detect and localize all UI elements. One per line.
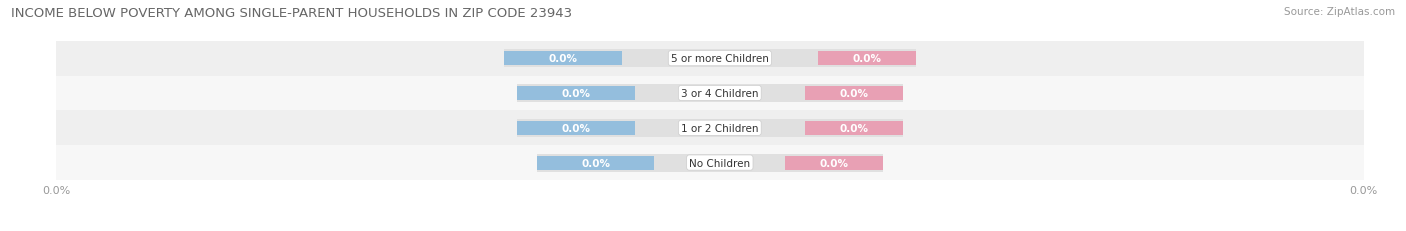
Bar: [56, 76, 1364, 111]
Bar: [517, 85, 903, 103]
Legend: Single Father, Single Mother: Single Father, Single Mother: [607, 228, 813, 231]
Bar: [505, 50, 915, 68]
Text: INCOME BELOW POVERTY AMONG SINGLE-PARENT HOUSEHOLDS IN ZIP CODE 23943: INCOME BELOW POVERTY AMONG SINGLE-PARENT…: [11, 7, 572, 20]
Bar: [537, 154, 883, 172]
Bar: [804, 87, 903, 100]
Text: 5 or more Children: 5 or more Children: [671, 54, 769, 64]
Text: 0.0%: 0.0%: [820, 158, 849, 168]
Text: 1 or 2 Children: 1 or 2 Children: [681, 123, 759, 133]
Bar: [537, 156, 654, 170]
Text: No Children: No Children: [689, 158, 751, 168]
Bar: [785, 156, 883, 170]
Bar: [56, 146, 1364, 180]
Bar: [56, 111, 1364, 146]
Bar: [517, 119, 903, 137]
Text: Source: ZipAtlas.com: Source: ZipAtlas.com: [1284, 7, 1395, 17]
Bar: [56, 42, 1364, 76]
Text: 0.0%: 0.0%: [852, 54, 882, 64]
Text: 0.0%: 0.0%: [561, 88, 591, 99]
Text: 0.0%: 0.0%: [839, 88, 869, 99]
Bar: [517, 87, 636, 100]
Bar: [517, 121, 636, 135]
Text: 0.0%: 0.0%: [561, 123, 591, 133]
Text: 0.0%: 0.0%: [839, 123, 869, 133]
Text: 3 or 4 Children: 3 or 4 Children: [681, 88, 759, 99]
Text: 0.0%: 0.0%: [581, 158, 610, 168]
Bar: [818, 52, 915, 66]
Bar: [804, 121, 903, 135]
Text: 0.0%: 0.0%: [548, 54, 578, 64]
Bar: [505, 52, 621, 66]
